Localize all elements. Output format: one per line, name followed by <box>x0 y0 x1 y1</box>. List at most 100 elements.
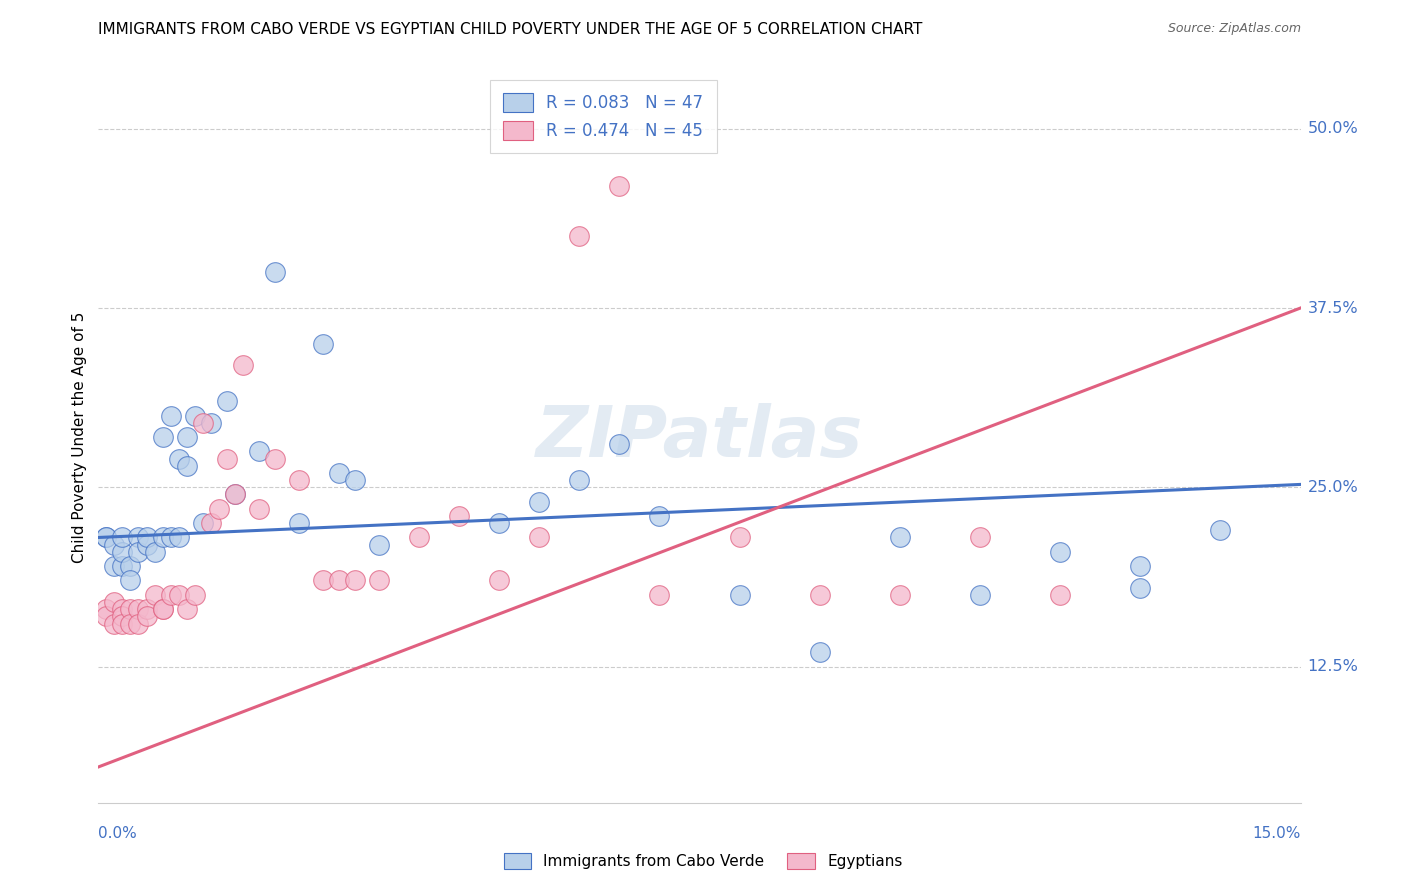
Point <box>103 538 125 552</box>
Point <box>1049 545 1071 559</box>
Point <box>408 531 430 545</box>
Point <box>135 538 157 552</box>
Point <box>1209 524 1232 538</box>
Point <box>224 487 246 501</box>
Point <box>128 602 150 616</box>
Point <box>167 451 190 466</box>
Point <box>1049 588 1071 602</box>
Point <box>176 602 198 616</box>
Point <box>103 595 125 609</box>
Point <box>120 616 142 631</box>
Point <box>247 444 270 458</box>
Text: IMMIGRANTS FROM CABO VERDE VS EGYPTIAN CHILD POVERTY UNDER THE AGE OF 5 CORRELAT: IMMIGRANTS FROM CABO VERDE VS EGYPTIAN C… <box>98 22 922 37</box>
Point <box>128 545 150 559</box>
Point <box>488 574 510 588</box>
Point <box>152 531 174 545</box>
Point <box>808 645 831 659</box>
Point <box>609 437 631 451</box>
Point <box>96 609 118 624</box>
Point <box>111 559 134 574</box>
Point <box>135 602 157 616</box>
Text: ZIPatlas: ZIPatlas <box>536 402 863 472</box>
Point <box>969 588 991 602</box>
Point <box>648 588 671 602</box>
Point <box>343 574 366 588</box>
Point <box>152 430 174 444</box>
Y-axis label: Child Poverty Under the Age of 5: Child Poverty Under the Age of 5 <box>72 311 87 563</box>
Point <box>568 229 591 244</box>
Point <box>263 451 285 466</box>
Point <box>312 336 335 351</box>
Point <box>648 508 671 523</box>
Text: 15.0%: 15.0% <box>1253 827 1301 841</box>
Point <box>152 602 174 616</box>
Point <box>969 531 991 545</box>
Point <box>143 588 166 602</box>
Point <box>176 458 198 473</box>
Point <box>343 473 366 487</box>
Text: 12.5%: 12.5% <box>1308 659 1358 674</box>
Point <box>111 545 134 559</box>
Point <box>167 531 190 545</box>
Point <box>488 516 510 530</box>
Point <box>183 588 205 602</box>
Point <box>1129 559 1152 574</box>
Point <box>529 494 551 508</box>
Point <box>215 451 238 466</box>
Point <box>288 473 311 487</box>
Point <box>96 602 118 616</box>
Text: 37.5%: 37.5% <box>1308 301 1358 316</box>
Point <box>159 409 181 423</box>
Point <box>176 430 198 444</box>
Text: 25.0%: 25.0% <box>1308 480 1358 495</box>
Point <box>191 416 214 430</box>
Point <box>128 531 150 545</box>
Point <box>215 394 238 409</box>
Text: Source: ZipAtlas.com: Source: ZipAtlas.com <box>1167 22 1301 36</box>
Point <box>247 501 270 516</box>
Point <box>103 616 125 631</box>
Point <box>368 574 391 588</box>
Point <box>889 588 911 602</box>
Point <box>808 588 831 602</box>
Point <box>529 531 551 545</box>
Point <box>728 531 751 545</box>
Point <box>111 616 134 631</box>
Point <box>159 531 181 545</box>
Text: 0.0%: 0.0% <box>98 827 138 841</box>
Point <box>111 609 134 624</box>
Point <box>200 516 222 530</box>
Point <box>120 574 142 588</box>
Point <box>232 359 254 373</box>
Point <box>135 609 157 624</box>
Legend: Immigrants from Cabo Verde, Egyptians: Immigrants from Cabo Verde, Egyptians <box>498 847 908 875</box>
Point <box>568 473 591 487</box>
Point <box>328 466 350 480</box>
Point <box>1129 581 1152 595</box>
Text: 50.0%: 50.0% <box>1308 121 1358 136</box>
Point <box>143 545 166 559</box>
Point <box>96 531 118 545</box>
Point <box>135 531 157 545</box>
Point <box>224 487 246 501</box>
Point <box>328 574 350 588</box>
Point <box>288 516 311 530</box>
Point <box>200 416 222 430</box>
Point <box>609 179 631 194</box>
Point <box>120 602 142 616</box>
Point <box>120 559 142 574</box>
Point <box>368 538 391 552</box>
Point <box>96 531 118 545</box>
Legend: R = 0.083   N = 47, R = 0.474   N = 45: R = 0.083 N = 47, R = 0.474 N = 45 <box>489 79 717 153</box>
Point <box>208 501 231 516</box>
Point <box>111 531 134 545</box>
Point <box>128 616 150 631</box>
Point <box>728 588 751 602</box>
Point <box>312 574 335 588</box>
Point <box>889 531 911 545</box>
Point <box>183 409 205 423</box>
Point <box>111 602 134 616</box>
Point <box>447 508 470 523</box>
Point <box>103 559 125 574</box>
Point <box>152 602 174 616</box>
